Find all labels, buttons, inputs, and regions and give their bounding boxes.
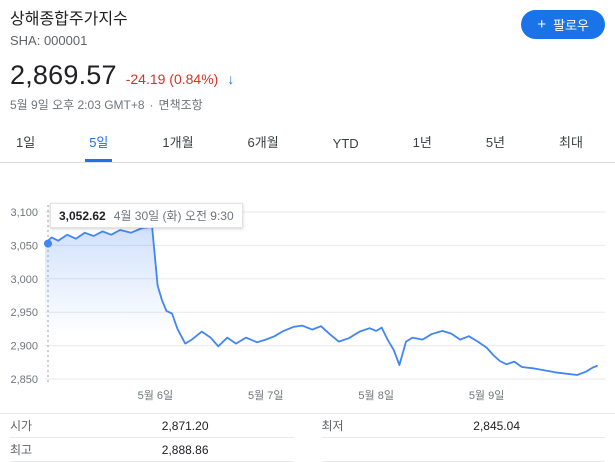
timestamp: 5월 9일 오후 2:03 GMT+8 (10, 98, 145, 112)
stat-high: 최고 2,888.86 (10, 438, 294, 462)
current-price: 2,869.57 (10, 60, 117, 90)
stat-open-value: 2,871.20 (161, 418, 209, 433)
y-tick-label: 3,050 (10, 240, 38, 252)
stat-low: 최저 2,845.04 (321, 414, 605, 438)
y-tick-label: 2,900 (10, 341, 38, 353)
stat-low-label: 최저 (321, 419, 344, 433)
tab-1y[interactable]: 1년 (412, 135, 432, 150)
y-tick-label: 2,850 (10, 374, 38, 386)
header: 상해종합주가지수 SHA: 000001 + 팔로우 2,869.57 -24.… (0, 0, 615, 113)
tooltip-date: 4월 30일 (화) 오전 9:30 (113, 209, 234, 223)
stat-high-label: 최고 (10, 443, 33, 457)
y-tick-label: 3,000 (10, 274, 38, 286)
disclaimer-link[interactable]: 면책조항 (158, 98, 203, 112)
x-tick-label: 5월 7일 (248, 388, 284, 402)
y-tick-label: 3,100 (10, 207, 38, 219)
header-top: 상해종합주가지수 SHA: 000001 + 팔로우 (10, 10, 605, 48)
tab-5y[interactable]: 5년 (485, 135, 506, 150)
title-block: 상해종합주가지수 SHA: 000001 (10, 10, 128, 48)
page-title: 상해종합주가지수 (10, 11, 128, 28)
tab-1d[interactable]: 1일 (16, 135, 36, 150)
dot-separator: · (149, 98, 154, 112)
follow-button[interactable]: + 팔로우 (521, 10, 605, 39)
x-axis-labels: 5월 6일 5월 7일 5월 8일 5월 9일 (138, 388, 505, 402)
tab-max[interactable]: 최대 (559, 135, 583, 150)
x-tick-label: 5월 6일 (138, 388, 174, 402)
tooltip-value: 3,052.62 (59, 209, 106, 223)
hover-point-dot (44, 239, 52, 248)
chart-region: 3,100 3,050 3,000 2,950 2,900 2,850 5월 6일 5월 7일… (0, 163, 615, 413)
y-tick-label: 2,950 (10, 307, 38, 319)
stats-table: 시가 2,871.20 최저 2,845.04 최고 2,888.86 (0, 413, 615, 462)
chart-tooltip: 3,052.62 4월 30일 (화) 오전 9:30 (50, 203, 243, 228)
stat-open-label: 시가 (10, 419, 33, 433)
meta-row: 5월 9일 오후 2:03 GMT+8 · 면책조항 (10, 96, 605, 113)
ticker-symbol: SHA: 000001 (10, 33, 88, 48)
stat-open: 시가 2,871.20 (10, 414, 294, 438)
x-tick-label: 5월 9일 (469, 388, 505, 402)
chart-line (44, 225, 598, 376)
x-tick-label: 5월 8일 (358, 388, 394, 402)
plus-icon: + (537, 16, 547, 33)
chart-area-fill (45, 226, 597, 382)
price-change: -24.19 (0.84%) (125, 71, 219, 87)
tab-6m[interactable]: 6개월 (247, 135, 279, 150)
y-axis-labels: 3,100 3,050 3,000 2,950 2,900 2,850 (10, 207, 38, 386)
price-chart[interactable]: 3,100 3,050 3,000 2,950 2,900 2,850 5월 6일 5월 7일… (0, 163, 615, 413)
stat-empty (321, 438, 605, 462)
stat-low-value: 2,845.04 (473, 418, 520, 433)
time-range-tabs: 1일 5일 1개월 6개월 YTD 1년 5년 최대 (0, 123, 615, 163)
tab-5d[interactable]: 5일 (85, 123, 113, 162)
price-row: 2,869.57 -24.19 (0.84%) ↓ (10, 60, 605, 91)
tab-1m[interactable]: 1개월 (162, 135, 194, 150)
follow-button-label: 팔로우 (553, 18, 589, 33)
tab-ytd[interactable]: YTD (332, 136, 359, 151)
arrow-down-icon: ↓ (227, 71, 235, 87)
stat-high-value: 2,888.86 (161, 442, 209, 457)
